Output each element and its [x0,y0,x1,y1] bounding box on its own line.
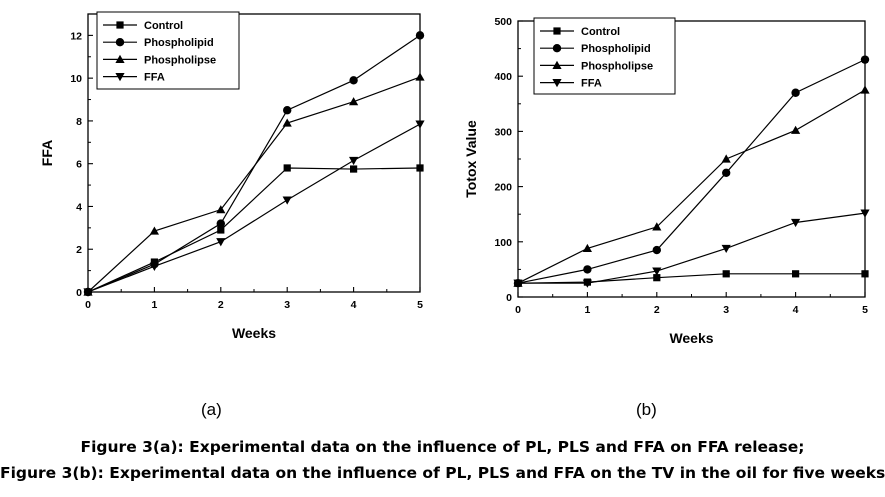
chart-b-series-3-point [652,222,662,231]
chart-a-series-4-point [282,196,292,205]
chart-b-series-2-point [860,55,870,64]
chart-a-series-3-point [282,118,292,127]
chart-b-y-tick-label: 300 [494,126,512,138]
chart-a-legend-label: Phospholipse [144,54,216,66]
chart-b-series-1-point [861,270,869,278]
chart-a-series-4-point [216,238,226,247]
chart-b-legend-label: Control [581,26,620,38]
chart-a-x-tick-label: 2 [218,299,224,311]
chart-b-series-line-4 [518,212,866,284]
chart-a-legend-marker [115,54,125,63]
chart-b-x-axis-label: Weeks [669,330,713,346]
chart-b-y-tick-label: 0 [506,292,512,304]
chart-a-series-2-point [283,106,292,115]
chart-a-x-tick-label: 4 [351,299,357,311]
chart-b-legend-label: Phospholipse [581,60,653,72]
chart-b-series-4-point [513,279,523,288]
chart-b-series-1-point [792,270,800,278]
chart-a-x-tick-label: 1 [151,299,157,311]
chart-a-y-tick-label: 0 [76,287,82,299]
chart-b-y-tick-label: 400 [494,71,512,83]
chart-a-series-line-3 [87,76,421,293]
chart-a-series-1-point [217,226,225,234]
chart-b-legend-marker [552,44,562,53]
chart-b-series-1-point [653,274,661,282]
chart-a-series-line-1 [87,167,421,293]
chart-b-series-2-point [722,168,731,177]
chart-a-series-1-point [283,164,291,172]
chart-b-series-2-point [791,88,800,97]
chart-b-series-line-2 [517,59,866,284]
chart-b-series-4-point [860,209,870,218]
chart-a-y-tick-label: 12 [70,30,82,42]
chart-b-y-tick-label: 100 [494,237,512,249]
chart-b-series-1-point [722,270,730,278]
chart-b-series-3-point [791,125,801,134]
chart-a-legend-marker [116,21,124,29]
chart-a: 0 1 2 3 4 5024681012WeeksFFAControlPhospholip… [39,11,425,341]
chart-b-series-3-point [721,154,731,163]
chart-a-y-tick-label: 10 [70,73,82,85]
chart-b-series-4-point [791,218,801,228]
chart-b-x-tick-label: 2 [654,304,660,316]
chart-a-series-4-point [149,262,159,271]
chart-a-legend-label: Phospholipid [144,37,214,49]
chart-b-series-line-1 [517,273,865,284]
chart-b-legend-marker [553,27,561,35]
chart-a-series-4-point [349,156,359,166]
chart-b-series-4-point [652,267,662,276]
chart-b-series-2-point [652,245,661,255]
chart-b-series-4-point [721,244,731,254]
chart-a-series-1-point [416,164,424,172]
chart-a-y-tick-label: 6 [76,159,82,171]
chart-a-legend-label: Control [144,20,183,32]
chart-a-series-2-point [349,76,358,85]
chart-b-series-line-3 [517,89,866,284]
chart-b-x-tick-label: 4 [793,304,799,316]
chart-a-legend-marker [115,73,125,82]
panel-label-b: (b) [636,400,657,419]
chart-a-legend-marker [115,38,125,47]
figure-caption-b: Figure 3(b): Experimental data on the in… [0,464,885,482]
chart-b-x-tick-label: 0 [515,304,521,316]
chart-b: 0 1 2 3 4 5 0 100 200 300 400 500 Weeks Totox Value Co… [463,16,870,346]
chart-a-series-4-point [83,288,93,297]
chart-b-legend-marker [552,79,562,88]
chart-a-series-3-point [415,72,425,81]
chart-b-x-tick-label: 5 [862,304,868,316]
chart-b-series-3-point [860,85,870,94]
chart-a-series-2-point [415,31,425,40]
chart-b-series-4-point [582,279,592,288]
chart-a-y-axis-label: FFA [39,140,55,166]
chart-b-y-axis-label: Totox Value [463,120,479,198]
chart-a-x-tick-label: 3 [284,299,290,311]
chart-b-series-2-point [583,265,592,274]
chart-a-series-line-4 [87,123,421,293]
chart-a-y-tick-label: 4 [76,201,82,213]
chart-a-series-3-point [216,205,226,214]
chart-a-series-3-point [149,226,159,235]
chart-a-y-tick-label: 8 [76,116,82,128]
chart-a-series-3-point [349,97,359,106]
chart-b-legend-label: FFA [581,78,602,90]
chart-b-x-tick-label: 3 [723,304,729,316]
chart-a-x-tick-label: 0 [85,299,91,311]
chart-a-x-axis-label: Weeks [232,325,276,341]
panel-label-a: (a) [201,400,222,419]
chart-b-series-3-point [582,243,592,253]
chart-a-series-1-point [350,165,358,173]
chart-a-y-tick-label: 2 [76,244,82,256]
chart-b-y-tick-label: 500 [494,16,512,28]
chart-b-legend-marker [552,60,562,69]
chart-b-legend-label: Phospholipid [581,43,651,55]
chart-a-series-4-point [415,120,425,129]
chart-b-x-tick-label: 1 [584,304,590,316]
chart-b-y-tick-label: 200 [494,182,512,194]
figure-caption-a: Figure 3(a): Experimental data on the in… [80,438,805,456]
chart-a-legend-label: FFA [144,72,165,84]
chart-a-x-tick-label: 5 [417,299,423,311]
chart-a-series-2-point [216,219,225,228]
